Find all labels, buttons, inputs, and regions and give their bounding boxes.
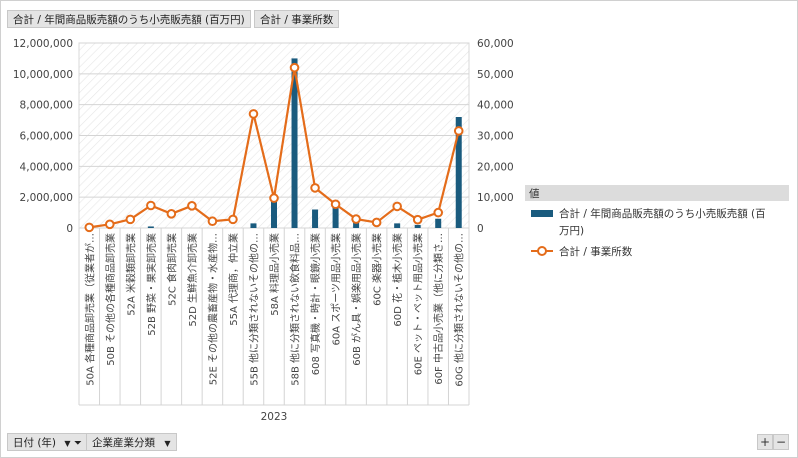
left-axis-tick-label: 4,000,000: [20, 161, 73, 173]
category-label: 52E その他の農畜産物・水産物…: [206, 233, 219, 385]
line-series: [84, 62, 464, 233]
left-axis-tick-label: 12,000,000: [13, 38, 73, 50]
legend-item-establishments-label: 合計 / 事業所数: [559, 245, 633, 258]
legend-item-sales-label-cont: 万円): [559, 225, 584, 237]
right-axis-tick-label: 40,000: [477, 100, 514, 112]
category-label: 60E ペット・ペット用品小売業: [412, 233, 425, 375]
line-point[interactable]: [392, 201, 402, 212]
right-axis-tick-label: 60,000: [477, 38, 514, 50]
bar[interactable]: [455, 117, 462, 228]
legend-header-label: 値: [529, 187, 540, 200]
category-label: 52D 生鮮魚介卸売業: [186, 233, 199, 327]
left-axis: 0 2,000,000 4,000,000 6,000,000 8,000,000 10,…: [13, 38, 73, 235]
bar[interactable]: [147, 226, 154, 228]
line-point[interactable]: [453, 126, 464, 136]
line-point[interactable]: [289, 62, 300, 73]
line-point[interactable]: [84, 222, 95, 233]
line-point[interactable]: [310, 183, 320, 193]
line-point[interactable]: [146, 200, 156, 211]
line-point[interactable]: [125, 214, 136, 225]
category-label: 60A スポーツ用品小売業: [330, 233, 343, 346]
legend-line-marker: [537, 246, 547, 256]
category-label: 60G 他に分類されないその他の…: [453, 233, 466, 387]
right-axis-tick-label: 20,000: [477, 161, 514, 173]
category-label: 60C 楽器小売業: [371, 233, 384, 306]
line-point[interactable]: [269, 193, 279, 203]
category-field-button[interactable]: 企業産業分類 ▼: [86, 433, 177, 451]
line-point[interactable]: [104, 219, 115, 230]
category-label: 55B 他に分類されないその他の…: [247, 233, 260, 386]
category-label: 50B その他の各種商品卸売業: [104, 233, 117, 366]
bar[interactable]: [414, 224, 421, 228]
line-point[interactable]: [412, 214, 423, 225]
category-label: 58A 料理品小売業: [268, 233, 281, 316]
line-point[interactable]: [166, 209, 177, 219]
left-axis-tick-label: 0: [66, 223, 73, 235]
right-axis-tick-label: 30,000: [477, 131, 514, 143]
bar[interactable]: [312, 209, 319, 229]
bar[interactable]: [291, 58, 298, 228]
bar[interactable]: [332, 206, 339, 228]
expand-icon[interactable]: +: [757, 434, 773, 450]
bar[interactable]: [394, 223, 401, 228]
line-point[interactable]: [248, 109, 259, 119]
category-label: 60D 花・植木小売業: [391, 233, 404, 327]
values-field-button-establishments[interactable]: 合計 / 事業所数: [254, 10, 340, 28]
line-point[interactable]: [330, 199, 341, 210]
category-label: 52C 食肉卸売業: [165, 233, 178, 306]
group-label: 2023: [261, 411, 288, 423]
category-label: 50A 各種商品卸売業（従業者が…: [83, 233, 96, 386]
bar[interactable]: [435, 218, 442, 228]
bar[interactable]: [271, 200, 277, 228]
left-axis-tick-label: 6,000,000: [20, 131, 73, 143]
left-axis-tick-label: 2,000,000: [20, 192, 73, 204]
bar[interactable]: [250, 223, 257, 228]
bar-series: [147, 58, 462, 229]
line-point[interactable]: [228, 214, 238, 225]
right-axis-tick-label: 50,000: [477, 69, 514, 81]
filter-icon[interactable]: ⏷: [73, 438, 82, 449]
date-field-button[interactable]: 日付 (年) ▼ ⏷: [7, 433, 88, 451]
category-label: 60F 中古品小売業（他に分類さ…: [432, 233, 445, 385]
category-axis: 50A 各種商品卸売業（従業者が… 50B その他の各種商品卸売業 52A 米穀類卸…: [78, 228, 470, 406]
category-label: 55A 代理商，仲立業: [227, 233, 240, 326]
category-label: 52B 野菜・果実卸売業: [145, 233, 158, 336]
line-point[interactable]: [187, 201, 197, 211]
category-label: 608 写真機・時計・眼鏡小売業: [309, 233, 322, 375]
legend-bar-swatch: [531, 210, 553, 217]
dropdown-arrow-icon[interactable]: ▼: [164, 439, 171, 448]
category-field-label: 企業産業分類: [92, 437, 155, 449]
date-field-label: 日付 (年): [13, 437, 57, 449]
right-axis: 0 10,000 20,000 30,000 40,000 50,000 60,000: [477, 38, 514, 235]
category-label: 60B がん具・娯楽用品小売業: [350, 233, 363, 366]
line-point[interactable]: [351, 214, 361, 224]
left-axis-tick-label: 8,000,000: [20, 100, 73, 112]
line-point[interactable]: [433, 207, 444, 218]
legend-header: [525, 185, 789, 201]
dropdown-arrow-icon[interactable]: ▼: [64, 439, 71, 448]
category-label: 58B 他に分類されない飲食料品…: [289, 233, 302, 386]
legend-item-sales-label: 合計 / 年間商品販売額のうち小売販売額 (百: [559, 207, 766, 220]
gridlines: [79, 42, 469, 229]
collapse-icon[interactable]: −: [773, 434, 789, 450]
line-point[interactable]: [371, 217, 382, 228]
bar[interactable]: [353, 221, 360, 228]
left-axis-tick-label: 10,000,000: [13, 69, 73, 81]
right-axis-tick-label: 0: [477, 223, 484, 235]
category-label: 52A 米穀類卸売業: [124, 233, 137, 316]
line-point[interactable]: [207, 216, 218, 227]
legend: 値 合計 / 年間商品販売額のうち小売販売額 (百 万円) 合計 / 事業所数: [525, 185, 789, 258]
right-axis-tick-label: 10,000: [477, 192, 514, 204]
values-field-button-sales[interactable]: 合計 / 年間商品販売額のうち小売販売額 (百万円): [7, 10, 251, 28]
